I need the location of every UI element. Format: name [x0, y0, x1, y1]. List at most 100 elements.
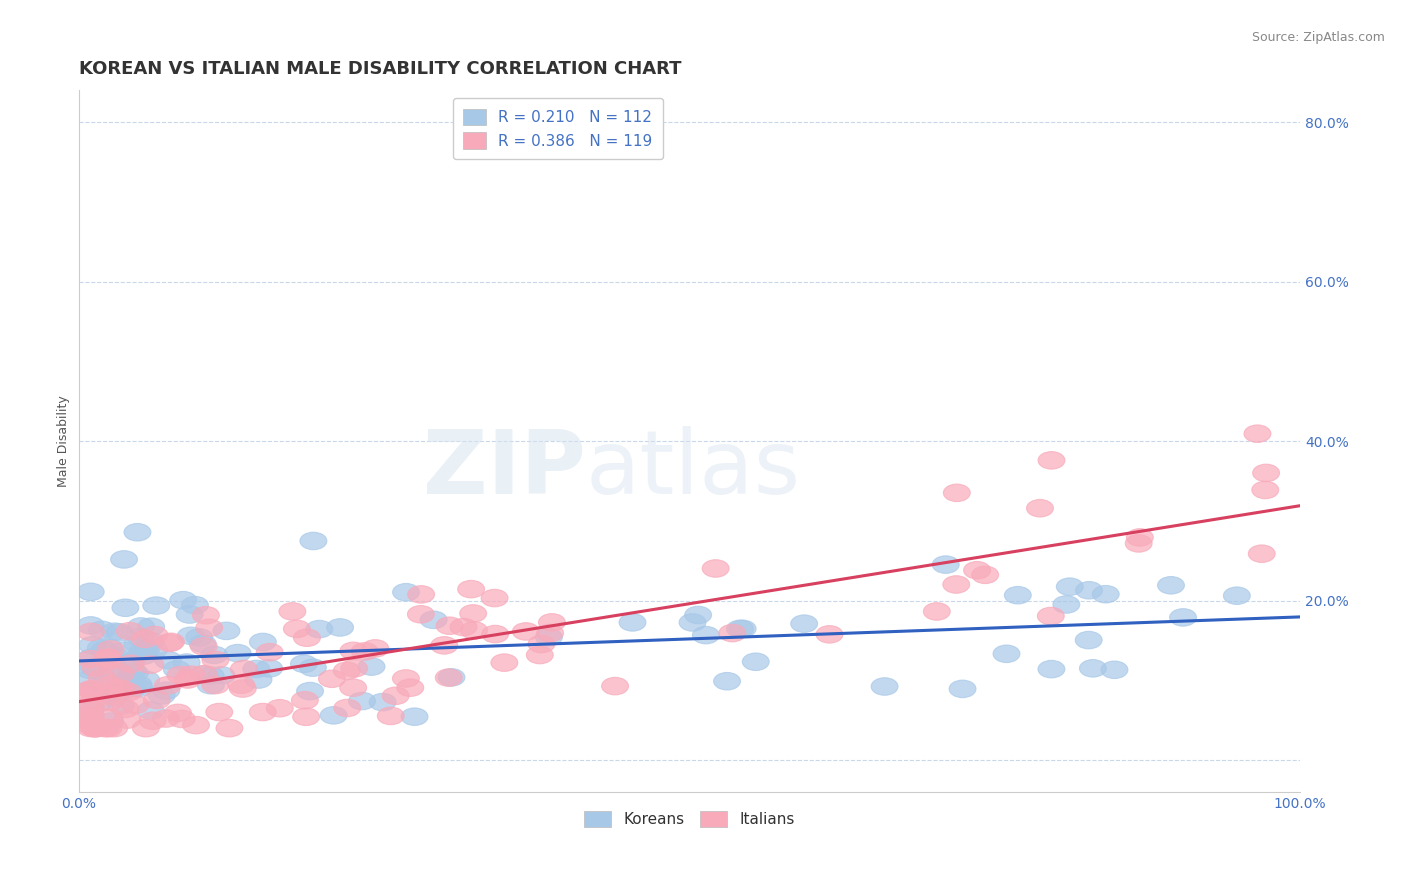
Ellipse shape: [173, 654, 200, 672]
Ellipse shape: [685, 607, 711, 624]
Ellipse shape: [924, 603, 950, 620]
Ellipse shape: [170, 591, 197, 609]
Ellipse shape: [117, 671, 143, 688]
Ellipse shape: [132, 720, 159, 737]
Ellipse shape: [96, 709, 122, 726]
Ellipse shape: [1125, 534, 1152, 552]
Ellipse shape: [439, 669, 465, 686]
Ellipse shape: [97, 640, 124, 658]
Ellipse shape: [77, 719, 104, 737]
Ellipse shape: [340, 642, 367, 659]
Ellipse shape: [77, 661, 104, 679]
Ellipse shape: [83, 659, 110, 676]
Ellipse shape: [90, 675, 118, 693]
Ellipse shape: [249, 633, 277, 651]
Ellipse shape: [84, 695, 111, 712]
Ellipse shape: [714, 673, 741, 690]
Ellipse shape: [138, 618, 165, 635]
Ellipse shape: [96, 720, 122, 737]
Ellipse shape: [458, 581, 485, 598]
Ellipse shape: [112, 599, 139, 616]
Ellipse shape: [1223, 587, 1250, 605]
Ellipse shape: [93, 649, 120, 667]
Ellipse shape: [436, 669, 463, 686]
Ellipse shape: [692, 626, 720, 644]
Ellipse shape: [115, 683, 142, 701]
Ellipse shape: [83, 720, 110, 737]
Ellipse shape: [377, 707, 404, 724]
Ellipse shape: [1038, 451, 1064, 469]
Ellipse shape: [104, 684, 131, 702]
Ellipse shape: [163, 661, 190, 678]
Ellipse shape: [91, 641, 118, 659]
Ellipse shape: [340, 659, 367, 677]
Y-axis label: Male Disability: Male Disability: [58, 395, 70, 487]
Ellipse shape: [512, 623, 540, 640]
Ellipse shape: [361, 640, 388, 657]
Ellipse shape: [118, 655, 145, 673]
Ellipse shape: [77, 706, 104, 723]
Ellipse shape: [101, 648, 129, 665]
Ellipse shape: [77, 616, 104, 634]
Ellipse shape: [1056, 578, 1083, 596]
Ellipse shape: [181, 597, 208, 614]
Ellipse shape: [127, 679, 153, 697]
Ellipse shape: [138, 632, 165, 650]
Ellipse shape: [77, 681, 104, 698]
Ellipse shape: [148, 687, 174, 705]
Ellipse shape: [179, 666, 205, 683]
Ellipse shape: [1170, 608, 1197, 626]
Ellipse shape: [82, 720, 108, 737]
Ellipse shape: [1251, 481, 1278, 499]
Ellipse shape: [131, 647, 157, 665]
Ellipse shape: [93, 720, 120, 737]
Ellipse shape: [131, 641, 157, 659]
Text: atlas: atlas: [585, 425, 800, 513]
Ellipse shape: [120, 680, 146, 698]
Ellipse shape: [139, 712, 166, 730]
Ellipse shape: [165, 704, 191, 722]
Ellipse shape: [396, 679, 423, 697]
Ellipse shape: [718, 624, 745, 642]
Ellipse shape: [117, 623, 143, 640]
Ellipse shape: [228, 676, 254, 693]
Ellipse shape: [1253, 464, 1279, 482]
Ellipse shape: [1249, 545, 1275, 563]
Ellipse shape: [80, 658, 107, 675]
Ellipse shape: [190, 665, 218, 683]
Ellipse shape: [79, 682, 105, 699]
Ellipse shape: [77, 670, 104, 687]
Ellipse shape: [77, 685, 104, 703]
Ellipse shape: [190, 638, 217, 656]
Ellipse shape: [77, 701, 104, 719]
Ellipse shape: [619, 614, 645, 632]
Ellipse shape: [450, 618, 477, 636]
Ellipse shape: [349, 692, 375, 710]
Text: KOREAN VS ITALIAN MALE DISABILITY CORRELATION CHART: KOREAN VS ITALIAN MALE DISABILITY CORREL…: [79, 60, 681, 78]
Ellipse shape: [143, 597, 170, 615]
Ellipse shape: [1038, 660, 1064, 678]
Ellipse shape: [96, 693, 122, 711]
Ellipse shape: [77, 624, 104, 640]
Ellipse shape: [176, 606, 202, 624]
Ellipse shape: [326, 619, 353, 636]
Ellipse shape: [727, 620, 754, 638]
Ellipse shape: [872, 678, 898, 695]
Ellipse shape: [679, 614, 706, 632]
Ellipse shape: [1076, 632, 1102, 648]
Ellipse shape: [108, 681, 135, 698]
Ellipse shape: [155, 676, 181, 694]
Ellipse shape: [291, 691, 318, 709]
Legend: Koreans, Italians: Koreans, Italians: [578, 805, 801, 833]
Ellipse shape: [77, 710, 104, 728]
Ellipse shape: [730, 620, 756, 638]
Ellipse shape: [183, 716, 209, 734]
Ellipse shape: [333, 699, 361, 717]
Ellipse shape: [963, 561, 990, 579]
Ellipse shape: [77, 714, 104, 731]
Ellipse shape: [245, 671, 271, 689]
Ellipse shape: [191, 665, 218, 683]
Ellipse shape: [127, 628, 153, 646]
Ellipse shape: [77, 713, 104, 730]
Ellipse shape: [299, 533, 326, 549]
